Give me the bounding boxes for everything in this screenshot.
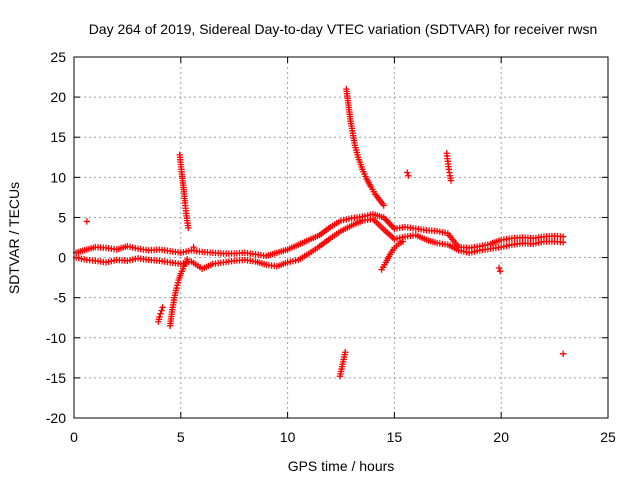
data-point-isolated bbox=[496, 267, 504, 275]
data-point-arc-13h bbox=[380, 202, 387, 209]
data-point-isolated bbox=[404, 169, 411, 176]
y-tick-label: 0 bbox=[58, 250, 66, 266]
data-point-isolated bbox=[559, 350, 567, 358]
plot-frame bbox=[73, 56, 609, 419]
data-point-arc-rise bbox=[184, 255, 191, 263]
x-tick-label: 20 bbox=[493, 429, 509, 445]
data-point-band-lower bbox=[559, 239, 567, 246]
x-tick-label: 25 bbox=[600, 429, 616, 445]
data-point-isolated bbox=[405, 172, 412, 179]
data-point-arc-4h bbox=[159, 304, 166, 311]
data-point-isolated bbox=[83, 218, 91, 225]
y-tick-label: -10 bbox=[46, 330, 66, 346]
data-point-arc-4h bbox=[158, 307, 165, 314]
data-point-arc-12h bbox=[342, 349, 349, 356]
y-tick-label: 25 bbox=[50, 49, 66, 65]
y-tick-label: -15 bbox=[46, 370, 66, 386]
data-point-isolated bbox=[190, 243, 197, 251]
data-point-isolated bbox=[495, 264, 503, 272]
y-tick-label: 5 bbox=[58, 209, 66, 225]
data-point-arc-4h bbox=[156, 313, 163, 321]
data-point-arc-4h bbox=[157, 310, 164, 317]
data-point-arc-17h bbox=[447, 177, 455, 184]
y-tick-label: -5 bbox=[54, 290, 67, 306]
data-point-arc-5h bbox=[185, 224, 192, 232]
x-tick-label: 10 bbox=[280, 429, 296, 445]
y-tick-label: 10 bbox=[50, 169, 66, 185]
x-tick-label: 15 bbox=[387, 429, 403, 445]
x-tick-label: 0 bbox=[70, 429, 78, 445]
data-point-arc-14h bbox=[399, 238, 407, 245]
data-points bbox=[72, 85, 567, 380]
chart-title: Day 264 of 2019, Sidereal Day-to-day VTE… bbox=[89, 21, 598, 37]
y-axis-label: SDTVAR / TECUs bbox=[6, 182, 22, 294]
y-tick-label: 15 bbox=[50, 129, 66, 145]
data-point-band-upper bbox=[559, 233, 567, 240]
x-tick-label: 5 bbox=[177, 429, 185, 445]
y-tick-label: 20 bbox=[50, 89, 66, 105]
y-tick-label: -20 bbox=[46, 410, 66, 426]
x-axis-label: GPS time / hours bbox=[288, 458, 395, 474]
